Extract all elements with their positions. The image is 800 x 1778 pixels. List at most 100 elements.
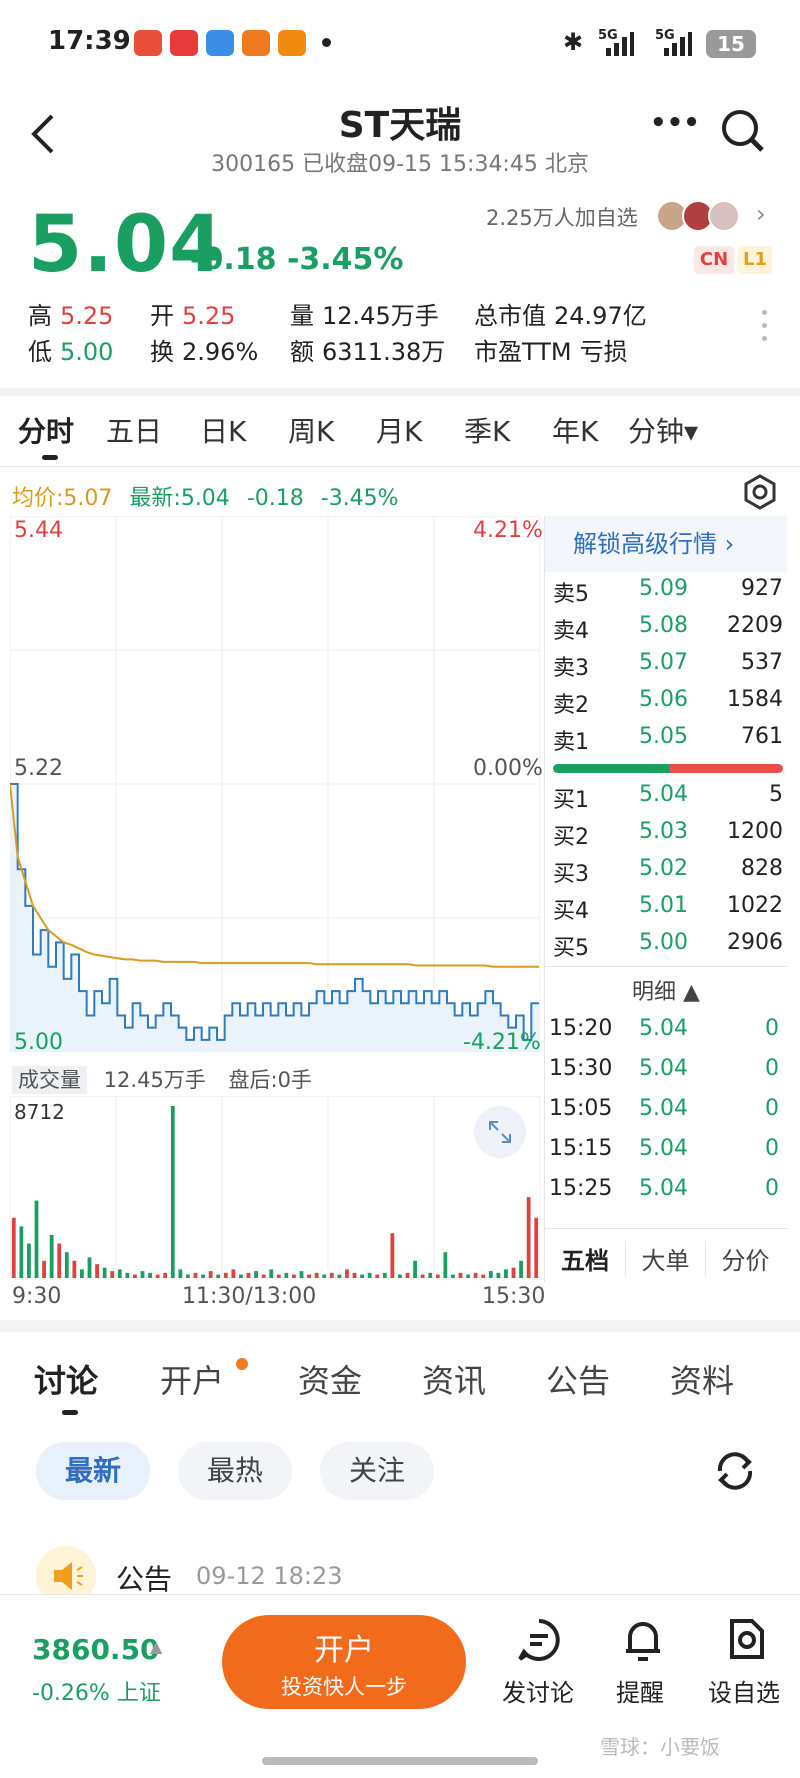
stat-item: 低 5.00 — [28, 332, 113, 367]
level-price: 5.03 — [639, 819, 688, 844]
open-account-title: 开户 — [314, 1633, 374, 1668]
filter-following[interactable]: 关注 — [320, 1442, 434, 1500]
volume-bar — [511, 1267, 516, 1278]
post-discussion-icon[interactable] — [516, 1617, 562, 1663]
followers[interactable]: 2.25万人加自选 — [486, 206, 638, 230]
app-icon — [242, 30, 270, 56]
level-label: 卖3 — [553, 656, 589, 681]
tab-0[interactable]: 分时 — [18, 415, 75, 448]
detail-toggle[interactable]: 明细 ▲ — [632, 980, 700, 1005]
chart-change: -0.18 — [246, 486, 304, 511]
volume-bar — [27, 1243, 31, 1278]
tick-price: 5.04 — [639, 1136, 688, 1161]
filter-hot[interactable]: 最热 — [178, 1442, 292, 1500]
bottom-bar: 3860.50 ▲ -0.26% 上证 开户 投资快人一步 发讨论 提醒 设自选… — [0, 1594, 800, 1778]
app-icon — [170, 30, 198, 56]
discussion-tab-0[interactable]: 讨论 — [34, 1362, 99, 1400]
volume-bar — [186, 1274, 190, 1278]
stat-item: 市盈TTM 亏损 — [474, 332, 628, 367]
add-watchlist-icon[interactable] — [724, 1615, 770, 1663]
index-value[interactable]: 3860.50 — [32, 1633, 160, 1666]
notification-dot — [236, 1358, 248, 1370]
more-icon[interactable]: ••• — [650, 108, 700, 138]
discussion-tab-4[interactable]: 公告 — [546, 1362, 611, 1400]
level-label: 卖5 — [553, 582, 589, 607]
after-hours-volume: 盘后:0手 — [228, 1068, 312, 1092]
tick-row: 15:15 5.04 0 — [549, 1130, 779, 1170]
divider — [545, 966, 787, 967]
book-tab-2[interactable]: 分价 — [705, 1241, 785, 1276]
volume-bar — [170, 1106, 175, 1278]
post-discussion-label[interactable]: 发讨论 — [502, 1679, 574, 1707]
announcement-label[interactable]: 公告 — [116, 1563, 173, 1596]
volume-bar — [140, 1271, 145, 1278]
discussion-tab-2[interactable]: 资金 — [298, 1362, 363, 1400]
tab-4[interactable]: 月K — [376, 415, 423, 448]
level-price: 5.08 — [639, 613, 688, 638]
open-account-button[interactable]: 开户 投资快人一步 — [222, 1615, 466, 1709]
tab-6[interactable]: 年K — [552, 415, 599, 448]
tick-row: 15:05 5.04 0 — [549, 1090, 779, 1130]
volume-bar — [125, 1272, 130, 1278]
tick-time: 15:30 — [549, 1056, 613, 1081]
tab-2[interactable]: 日K — [200, 415, 247, 448]
tick-time: 15:25 — [549, 1176, 613, 1201]
volume-chart[interactable] — [10, 1096, 540, 1278]
vertical-dots-icon[interactable] — [762, 310, 768, 350]
volume-bar — [11, 1217, 16, 1278]
book-tab-1[interactable]: 大单 — [625, 1241, 705, 1276]
tick-time: 15:05 — [549, 1096, 613, 1121]
app-icon — [278, 30, 306, 56]
tab-3[interactable]: 周K — [288, 415, 335, 448]
volume-bar — [443, 1252, 448, 1278]
discussion-tab-3[interactable]: 资讯 — [422, 1362, 487, 1400]
volume-bar — [496, 1272, 501, 1278]
tick-row: 15:25 5.04 0 — [549, 1170, 779, 1210]
volume-bar — [382, 1272, 387, 1278]
level-label: 卖4 — [553, 619, 589, 644]
settings-icon[interactable] — [742, 474, 778, 510]
level-price: 5.05 — [639, 724, 688, 749]
volume-bar — [428, 1272, 433, 1278]
price-chart[interactable] — [10, 516, 540, 1052]
order-book-tabs: 五档 大单 分价 — [545, 1228, 787, 1280]
tab-7[interactable]: 分钟▾ — [628, 415, 699, 448]
volume-bar — [420, 1274, 425, 1278]
dot-icon — [322, 38, 331, 47]
search-icon[interactable] — [718, 106, 768, 156]
tick-volume: 0 — [765, 1016, 779, 1041]
chevron-right-icon[interactable]: › — [756, 200, 766, 228]
level-label: 买1 — [553, 788, 589, 813]
level-volume: 537 — [741, 650, 783, 675]
tick-price: 5.04 — [639, 1096, 688, 1121]
expand-icon[interactable] — [474, 1106, 526, 1158]
home-indicator[interactable] — [262, 1757, 538, 1765]
market-badge: CN — [694, 246, 734, 274]
volume-bar — [284, 1272, 289, 1278]
unlock-advanced-button[interactable]: 解锁高级行情 › — [545, 516, 787, 572]
refresh-icon[interactable] — [710, 1446, 760, 1496]
add-watchlist-label[interactable]: 设自选 — [708, 1679, 780, 1707]
alert-label[interactable]: 提醒 — [616, 1679, 664, 1707]
bell-icon[interactable] — [620, 1615, 666, 1663]
volume-bar — [261, 1274, 266, 1278]
stat-label: 高 — [28, 302, 52, 330]
stat-value: 5.25 — [60, 302, 114, 330]
tab-5[interactable]: 季K — [464, 415, 511, 448]
tick-price: 5.04 — [639, 1056, 688, 1081]
discussion-tab-1[interactable]: 开户 — [160, 1362, 225, 1400]
tab-1[interactable]: 五日 — [106, 415, 163, 448]
volume-bar — [466, 1274, 470, 1278]
back-icon[interactable] — [28, 112, 58, 156]
divider — [0, 466, 800, 467]
bluetooth-icon: ✱ — [563, 28, 584, 56]
filter-latest[interactable]: 最新 — [36, 1442, 150, 1500]
stat-label: 总市值 — [474, 302, 546, 330]
order-level: 买1 5.04 5 — [553, 778, 783, 815]
volume-bar — [367, 1272, 372, 1278]
book-tab-0[interactable]: 五档 — [561, 1247, 609, 1275]
latest-price: 最新:5.04 — [129, 486, 230, 511]
divider — [0, 1320, 800, 1332]
volume-bar — [133, 1274, 137, 1278]
discussion-tab-5[interactable]: 资料 — [670, 1362, 735, 1400]
